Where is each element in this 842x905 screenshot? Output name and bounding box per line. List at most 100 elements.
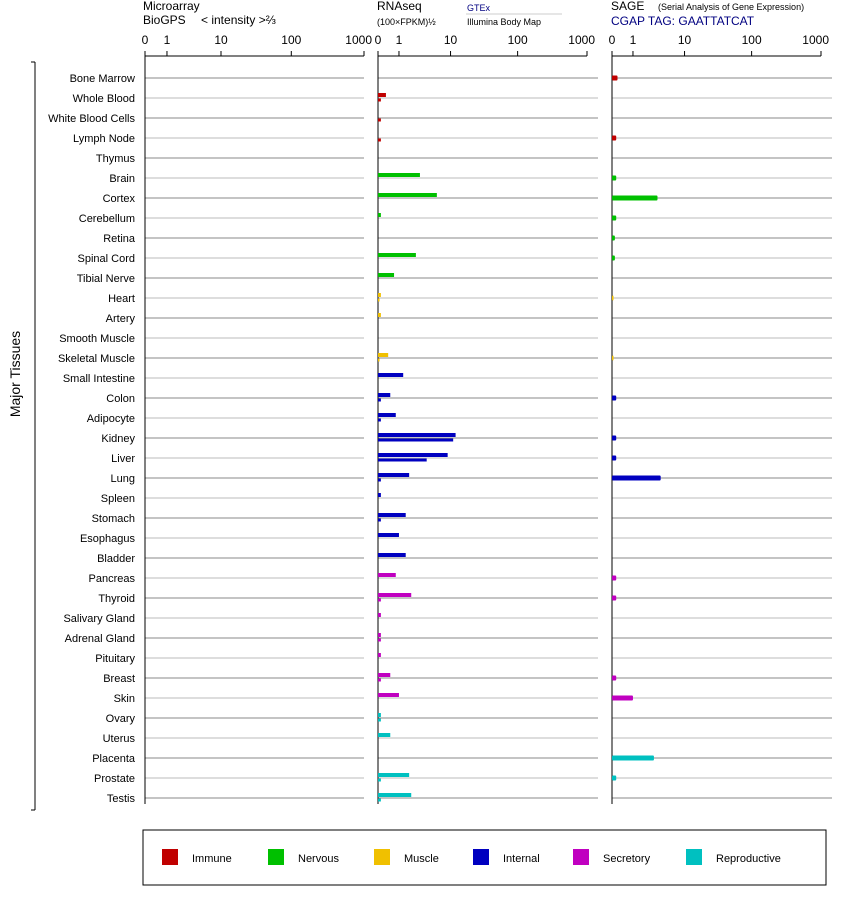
bar-rnaseq-gtex: [378, 453, 448, 457]
axis-tick-label-0-3: 100: [281, 33, 301, 47]
axis-tick-label-2-3: 100: [742, 33, 762, 47]
legend-label-immune: Immune: [192, 853, 232, 865]
bar-sage: [612, 295, 614, 301]
tissue-label: Uterus: [103, 733, 136, 745]
legend-swatch-secretory: [573, 849, 589, 865]
bar-rnaseq-ibm: [378, 778, 381, 782]
bar-sage: [612, 435, 617, 441]
legend-swatch-immune: [162, 849, 178, 865]
tissue-label: Esophagus: [80, 533, 136, 545]
bar-rnaseq-gtex: [378, 373, 404, 377]
bar-rnaseq-gtex: [378, 253, 416, 257]
bar-rnaseq-ibm: [378, 718, 381, 722]
microarray-subtitle: BioGPS: [143, 13, 186, 27]
bar-rnaseq-gtex: [378, 653, 381, 657]
bar-rnaseq-gtex: [378, 553, 406, 557]
legend: Immune Nervous Muscle Internal Secretory Repr…: [142, 829, 827, 886]
tissue-label: Skin: [114, 693, 135, 705]
bar-rnaseq-gtex: [378, 433, 456, 437]
tissue-label: Skeletal Muscle: [58, 353, 135, 365]
legend-swatch-nervous: [268, 849, 284, 865]
bar-sage: [612, 595, 617, 601]
rnaseq-unit: (100×FPKM)½: [377, 17, 436, 27]
rnaseq-source-ibm: Illumina Body Map: [467, 17, 541, 27]
sage-subtitle: (Serial Analysis of Gene Expression): [658, 2, 804, 12]
tissue-label: Pancreas: [89, 573, 136, 585]
tissue-label: Prostate: [94, 773, 135, 785]
bar-rnaseq-gtex: [378, 393, 391, 397]
bar-rnaseq-gtex: [378, 593, 412, 597]
bar-layer: [378, 75, 661, 802]
bar-sage: [612, 255, 615, 261]
legend-label-reproductive: Reproductive: [716, 853, 781, 865]
bar-rnaseq-ibm: [378, 478, 381, 482]
bar-rnaseq-ibm: [378, 118, 381, 122]
tissue-label: Smooth Muscle: [59, 333, 135, 345]
axis-tick-label-0-1: 1: [164, 33, 171, 47]
tissue-label: Kidney: [101, 433, 135, 445]
bar-rnaseq-ibm: [378, 418, 381, 422]
bar-sage: [612, 575, 617, 581]
bar-sage: [612, 455, 617, 461]
axis-tick-label-1-2: 10: [444, 33, 458, 47]
microarray-title: Microarray: [143, 0, 200, 13]
axis-tick-label-1-0: 0: [375, 33, 382, 47]
tissue-label: Thymus: [96, 153, 136, 165]
bar-sage: [612, 675, 617, 681]
tissue-label: Thyroid: [98, 593, 135, 605]
bar-rnaseq-ibm: [378, 358, 380, 362]
panel-header-rnaseq: RNAseq (100×FPKM)½ GTEx Illumina Body Ma…: [377, 0, 562, 27]
major-tissues-label: Major Tissues: [7, 331, 23, 417]
bar-rnaseq-gtex: [378, 633, 381, 637]
bar-sage: [612, 215, 617, 221]
bar-rnaseq-gtex: [378, 513, 406, 517]
axis-tick-label-2-1: 1: [630, 33, 637, 47]
bar-rnaseq-gtex: [378, 673, 391, 677]
bar-rnaseq-gtex: [378, 793, 412, 797]
legend-items: Immune Nervous Muscle Internal Secretory Repr…: [162, 849, 781, 865]
bar-rnaseq-gtex: [378, 473, 410, 477]
legend-swatch-muscle: [374, 849, 390, 865]
bar-sage: [612, 135, 617, 141]
bar-rnaseq-ibm: [378, 638, 381, 642]
tissue-label: Salivary Gland: [63, 613, 135, 625]
tissue-label: Liver: [111, 453, 135, 465]
tissue-label: Whole Blood: [73, 93, 135, 105]
legend-swatch-internal: [473, 849, 489, 865]
tissue-label: Adrenal Gland: [65, 633, 135, 645]
tissue-label: Spleen: [101, 493, 135, 505]
bar-sage: [612, 75, 618, 81]
bar-sage: [612, 775, 617, 781]
tissue-label: Heart: [108, 293, 135, 305]
tissue-label: Placenta: [92, 753, 136, 765]
tissue-label: Cerebellum: [79, 213, 135, 225]
bar-sage: [612, 395, 617, 401]
tissue-label: Lung: [111, 473, 135, 485]
bar-rnaseq-ibm: [378, 458, 427, 462]
tissue-label: Small Intestine: [63, 373, 135, 385]
tissue-label: Breast: [103, 673, 135, 685]
axis-tick-label-0-4: 1000: [345, 33, 372, 47]
panel-header-sage: SAGE (Serial Analysis of Gene Expression…: [611, 0, 804, 28]
axis-tick-label-0-0: 0: [142, 33, 149, 47]
tissue-label: Adipocyte: [87, 413, 135, 425]
bar-rnaseq-gtex: [378, 733, 391, 737]
bar-sage: [612, 755, 654, 761]
bar-rnaseq-gtex: [378, 293, 381, 297]
axis-tick-label-1-4: 1000: [568, 33, 595, 47]
bar-rnaseq-gtex: [378, 353, 389, 357]
bar-rnaseq-gtex: [378, 193, 437, 197]
tissue-label-layer: Bone Marrow Whole Blood White Blood Cells L…: [48, 73, 136, 805]
rnaseq-title: RNAseq: [377, 0, 422, 13]
bar-sage: [612, 235, 615, 241]
axis-tick-label-2-0: 0: [609, 33, 616, 47]
legend-label-muscle: Muscle: [404, 853, 439, 865]
tissue-label: Cortex: [103, 193, 136, 205]
bar-rnaseq-gtex: [378, 93, 386, 97]
tissue-label: Retina: [103, 233, 136, 245]
tissue-label: Spinal Cord: [78, 253, 135, 265]
bar-rnaseq-ibm: [378, 518, 381, 522]
tissue-label: Colon: [106, 393, 135, 405]
rnaseq-source-gtex: GTEx: [467, 3, 491, 13]
